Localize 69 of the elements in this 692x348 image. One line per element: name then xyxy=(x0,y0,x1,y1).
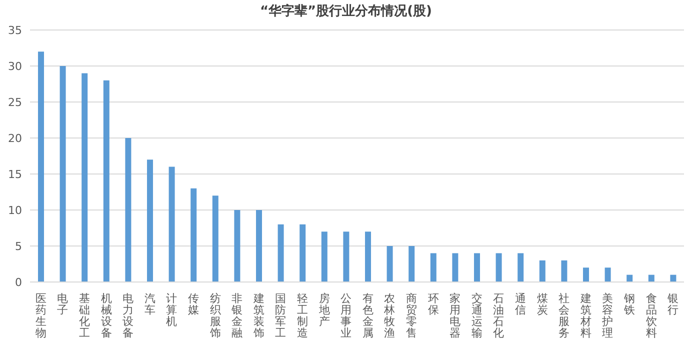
x-tick-label: 建筑装饰 xyxy=(252,292,264,340)
x-tick-label: 交通运输 xyxy=(471,292,482,340)
x-tick-label: 非银金融 xyxy=(230,292,243,340)
x-tick-label: 基础化工 xyxy=(78,292,90,340)
x-tick-label: 轻工制造 xyxy=(297,292,308,340)
bar xyxy=(496,253,502,282)
x-tick-label: 有色金属 xyxy=(362,292,374,340)
bar xyxy=(626,274,633,282)
bar xyxy=(300,224,306,282)
bar xyxy=(408,246,415,282)
x-tick-label: 房地产 xyxy=(318,292,330,328)
bar xyxy=(125,138,132,282)
bar xyxy=(452,253,458,282)
bar xyxy=(234,210,240,282)
x-tick-label: 公用事业 xyxy=(340,292,352,340)
y-tick-label: 30 xyxy=(8,60,22,73)
bar xyxy=(365,232,371,282)
bar xyxy=(256,210,262,282)
y-tick-label: 5 xyxy=(15,240,22,253)
x-tick-label: 农林牧渔 xyxy=(383,292,396,340)
bar xyxy=(82,73,88,282)
bar xyxy=(38,52,44,282)
bar xyxy=(321,232,328,282)
x-tick-label: 银行 xyxy=(666,292,679,316)
x-tick-label: 食品饮料 xyxy=(644,292,657,340)
x-tick-label: 传媒 xyxy=(188,292,199,316)
bar xyxy=(190,188,197,282)
x-tick-label: 石油石化 xyxy=(493,292,504,340)
bar xyxy=(539,260,546,282)
bar xyxy=(430,253,436,282)
y-tick-label: 15 xyxy=(8,168,22,181)
bar xyxy=(474,253,480,282)
bar xyxy=(60,66,66,282)
x-tick-label: 医药生物 xyxy=(35,292,46,340)
bar xyxy=(278,224,284,282)
bar xyxy=(583,268,589,282)
x-tick-label: 计算机 xyxy=(166,292,178,328)
x-tick-label: 纺织服饰 xyxy=(208,292,221,340)
bar xyxy=(518,253,524,282)
bar xyxy=(147,160,153,282)
x-tick-label: 电力设备 xyxy=(122,292,134,340)
chart-title: “华字辈”股行业分布情况(股) xyxy=(259,2,433,21)
bar xyxy=(561,260,568,282)
x-tick-label: 商贸零售 xyxy=(406,292,417,340)
x-tick-label: 钢铁 xyxy=(623,292,635,316)
y-tick-label: 10 xyxy=(8,204,22,217)
x-tick-label: 家用电器 xyxy=(450,292,461,340)
y-tick-label: 25 xyxy=(8,96,22,109)
bar xyxy=(386,246,393,282)
y-tick-label: 35 xyxy=(8,24,22,37)
x-tick-label: 环保 xyxy=(428,292,439,316)
x-tick-label: 国防军工 xyxy=(275,292,286,340)
y-tick-label: 20 xyxy=(8,132,22,145)
bar xyxy=(604,268,611,282)
bar xyxy=(212,196,218,282)
x-tick-label: 电子 xyxy=(57,292,68,316)
x-tick-label: 通信 xyxy=(515,292,526,316)
x-tick-label: 机械设备 xyxy=(100,292,112,340)
bar xyxy=(670,274,676,282)
y-tick-label: 0 xyxy=(15,276,22,289)
x-tick-label: 美容护理 xyxy=(601,292,614,340)
bar xyxy=(343,232,350,282)
bar xyxy=(168,166,175,282)
x-tick-label: 汽车 xyxy=(144,292,156,316)
x-tick-label: 建筑材料 xyxy=(579,292,592,340)
bar xyxy=(648,274,654,282)
x-tick-label: 社会服务 xyxy=(558,292,570,340)
x-tick-label: 煤炭 xyxy=(536,292,548,316)
bar xyxy=(103,80,110,282)
